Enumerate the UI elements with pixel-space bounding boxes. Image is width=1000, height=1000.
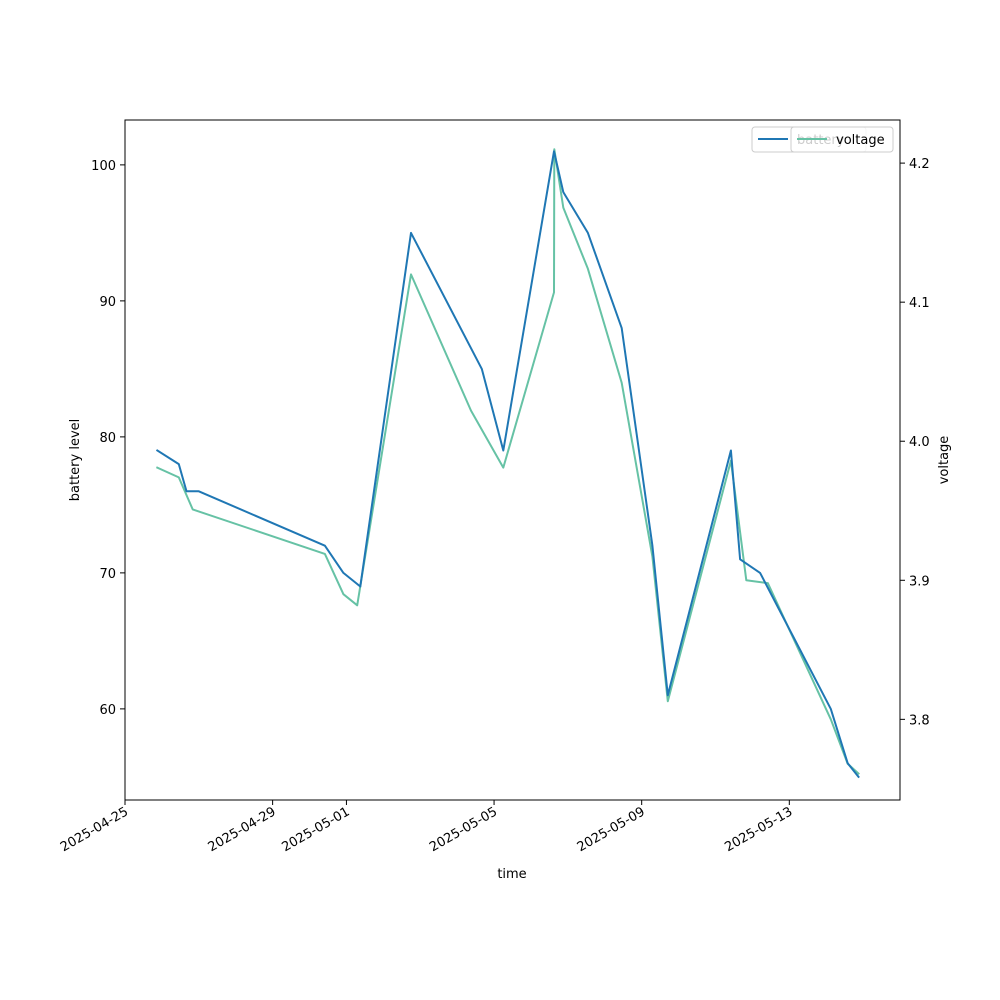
y-axis-left: 60 70 80 90 100 — [91, 159, 125, 718]
y-right-tick-label: 3.9 — [909, 574, 930, 589]
y-left-tick-label: 80 — [99, 431, 116, 446]
plot-area — [125, 120, 900, 800]
legend-box-voltage — [790, 126, 894, 153]
legend-voltage: voltage — [790, 126, 894, 153]
y-right-tick-label: 4.1 — [909, 296, 930, 311]
plot-frame — [124, 119, 901, 801]
x-axis-label: time — [497, 867, 526, 882]
y-left-tick-label: 90 — [99, 295, 116, 310]
y-axis-right: 3.8 3.9 4.0 4.1 4.2 — [900, 157, 930, 728]
y-right-tick-label: 4.2 — [909, 157, 930, 172]
y-right-tick-label: 3.8 — [909, 713, 930, 728]
series-line-voltage — [155, 148, 860, 776]
y-left-tick-label: 60 — [99, 703, 116, 718]
y-right-tick-label: 4.0 — [909, 435, 930, 450]
series-layer — [155, 148, 860, 779]
y-left-tick-label: 70 — [99, 567, 116, 582]
y-left-tick-label: 100 — [91, 159, 116, 174]
legend-text-voltage: voltage — [836, 133, 885, 148]
y-axis-left-label: battery level — [68, 419, 83, 502]
series-line-battery — [155, 150, 860, 779]
y-axis-right-label: voltage — [937, 436, 952, 485]
